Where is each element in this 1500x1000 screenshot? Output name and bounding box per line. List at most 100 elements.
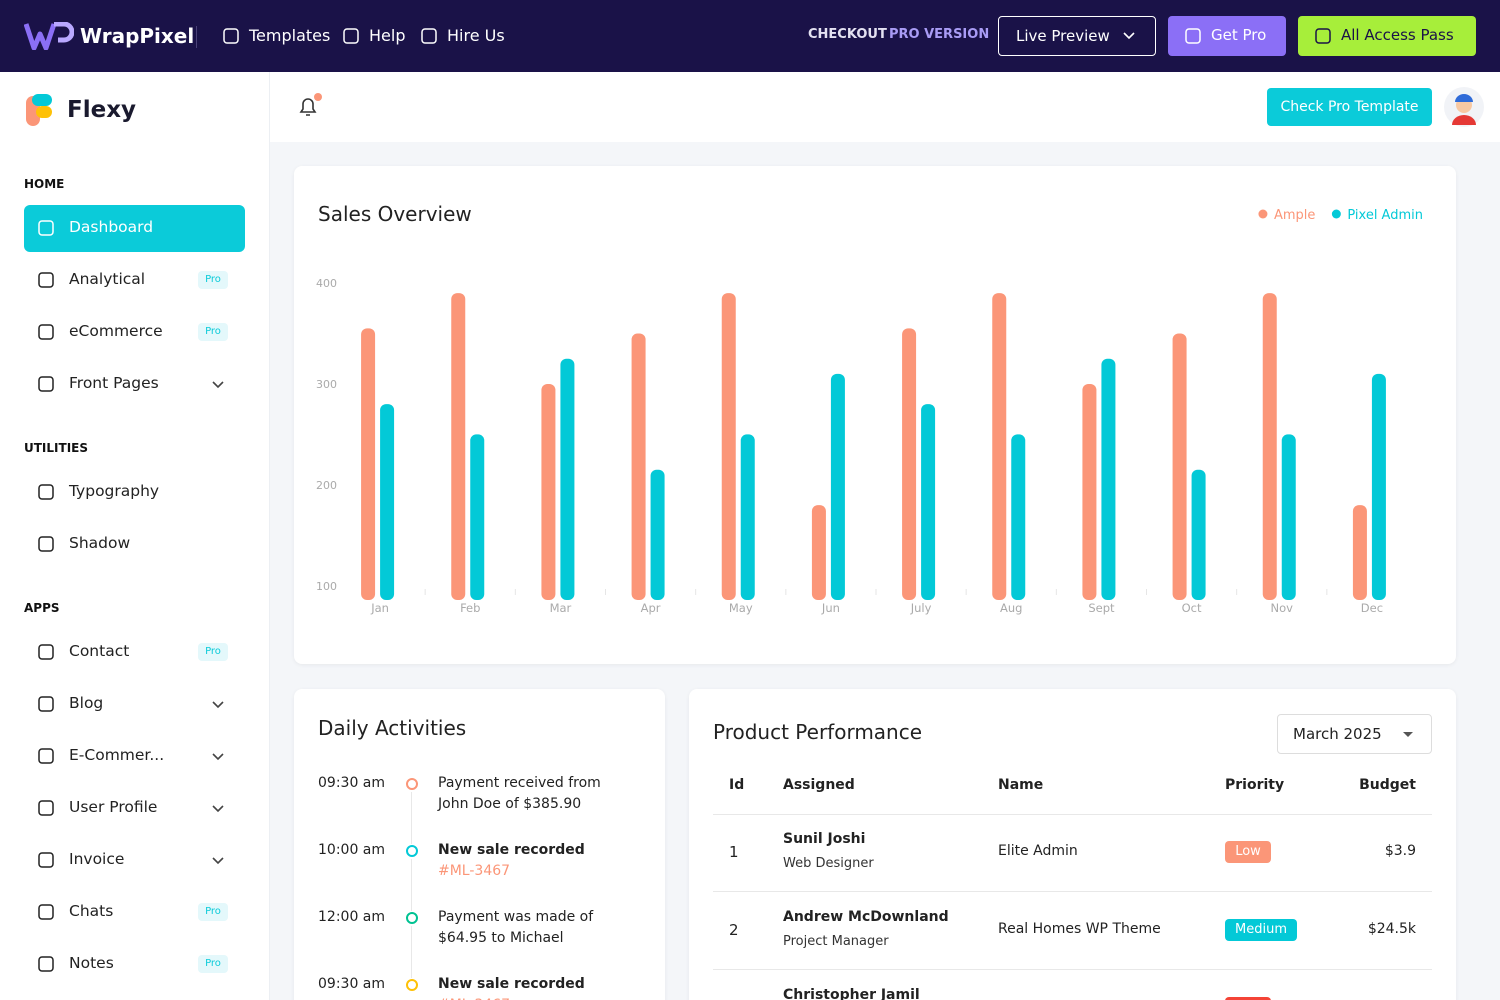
icon-shape [38,696,54,712]
cell-assigned: Andrew McDownland [783,909,949,925]
chevron-line [212,381,224,389]
bar [721,293,736,600]
legend-label: Ample [1274,208,1315,223]
notification-bell[interactable] [296,92,326,122]
menu-item[interactable]: Blog [69,694,104,712]
sidebar-brand: Flexy [67,97,137,123]
button-label: Get Pro [1211,26,1267,44]
menu-item[interactable]: Typography [69,482,160,500]
nav-icon [421,28,437,44]
menu-item[interactable]: E-Commer... [69,746,165,764]
cell-role: Project Manager [783,934,889,949]
products-card [689,689,1456,1000]
flexy-logo [26,94,52,126]
activity-text: $64.95 to Michael [438,930,564,946]
topbar-button[interactable]: Live Preview [998,16,1156,56]
chevron-line [212,857,224,865]
chevron-line [212,701,224,709]
menu-icon [38,904,54,920]
activity-time: 09:30 am [318,775,386,791]
x-tick-label: Sept [1088,601,1115,615]
chevron [212,857,224,865]
nav-link[interactable]: Help [369,26,406,45]
icon-shape [1185,28,1201,44]
activity-time: 09:30 am [318,976,386,992]
priority-badge: Low [1225,841,1271,863]
menu-item[interactable]: Shadow [69,534,131,552]
nav-link[interactable]: Templates [249,26,331,45]
x-tick-label: July [910,601,932,615]
section-title: UTILITIES [24,441,88,455]
menu-icon [38,484,54,500]
brand-name: WrapPixel [80,24,195,48]
bar [1101,358,1116,600]
menu-icon [38,220,54,236]
bar [560,358,575,600]
legend-dot [1258,209,1268,219]
nav-link[interactable]: Hire Us [447,26,505,45]
bar [650,469,665,600]
menu-item[interactable]: Invoice [69,850,125,868]
bar [541,383,556,600]
chevron-line [1123,32,1135,40]
menu-item[interactable]: Dashboard [69,218,154,236]
topbar-button[interactable]: Get Pro [1168,16,1286,56]
activity-title: New sale recorded [438,842,585,858]
avatar[interactable] [1444,87,1484,127]
icon-shape [38,484,54,500]
menu-item[interactable]: Analytical [69,270,146,288]
menu-icon [38,536,54,552]
bar [361,328,376,600]
cell-assigned: Christopher Jamil [783,987,920,1000]
row-separator [713,891,1432,892]
icon-shape [38,748,54,764]
column-header: Assigned [783,777,855,793]
checkout-suffix: PRO VERSION [889,27,990,42]
cell-name: Elite Admin [998,843,1078,859]
legend-label: Pixel Admin [1347,208,1423,223]
icon-shape [343,28,359,44]
activity-time: 10:00 am [318,842,386,858]
menu-item[interactable]: User Profile [69,798,158,816]
button-label: All Access Pass [1341,26,1454,44]
menu-item[interactable]: Notes [69,954,114,972]
button-icon [1185,28,1201,44]
icon-shape [223,28,239,44]
menu-item[interactable]: eCommerce [69,322,163,340]
icon-shape [38,956,54,972]
menu-item[interactable]: Front Pages [69,374,159,392]
chart-card [294,166,1456,664]
icon-shape [38,272,54,288]
active-item-bg [24,205,245,252]
chart-title: Sales Overview [318,202,472,226]
icon-shape [38,852,54,868]
menu-item[interactable]: Contact [69,642,130,660]
menu-icon [38,800,54,816]
check-pro-button[interactable]: Check Pro Template [1267,88,1432,126]
nav-icon [343,28,359,44]
topbar-button[interactable]: All Access Pass [1298,16,1476,56]
menu-icon [38,376,54,392]
column-header: Budget [1359,777,1416,793]
y-tick-label: 400 [316,277,337,290]
activity-text: Payment was made of [438,909,594,925]
menu-icon [38,852,54,868]
timeline-dot [406,912,418,924]
priority-badge [1225,997,1271,1000]
pro-badge: Pro [198,323,228,341]
month-select[interactable]: March 2025 [1277,714,1432,754]
x-tick-label: Oct [1182,601,1202,615]
menu-item[interactable]: Chats [69,902,114,920]
activity-ref: #ML-3467 [438,997,510,1000]
bar [1011,434,1026,600]
x-tick-label: Aug [1000,601,1022,615]
icon-shape [38,904,54,920]
x-tick-label: Nov [1271,601,1294,615]
pro-badge: Pro [198,643,228,661]
section-title: APPS [24,601,60,615]
x-tick-label: Apr [641,601,661,615]
row-separator [713,969,1432,970]
icon-shape [421,28,437,44]
button-label: Live Preview [1016,27,1110,45]
bar [921,404,936,600]
